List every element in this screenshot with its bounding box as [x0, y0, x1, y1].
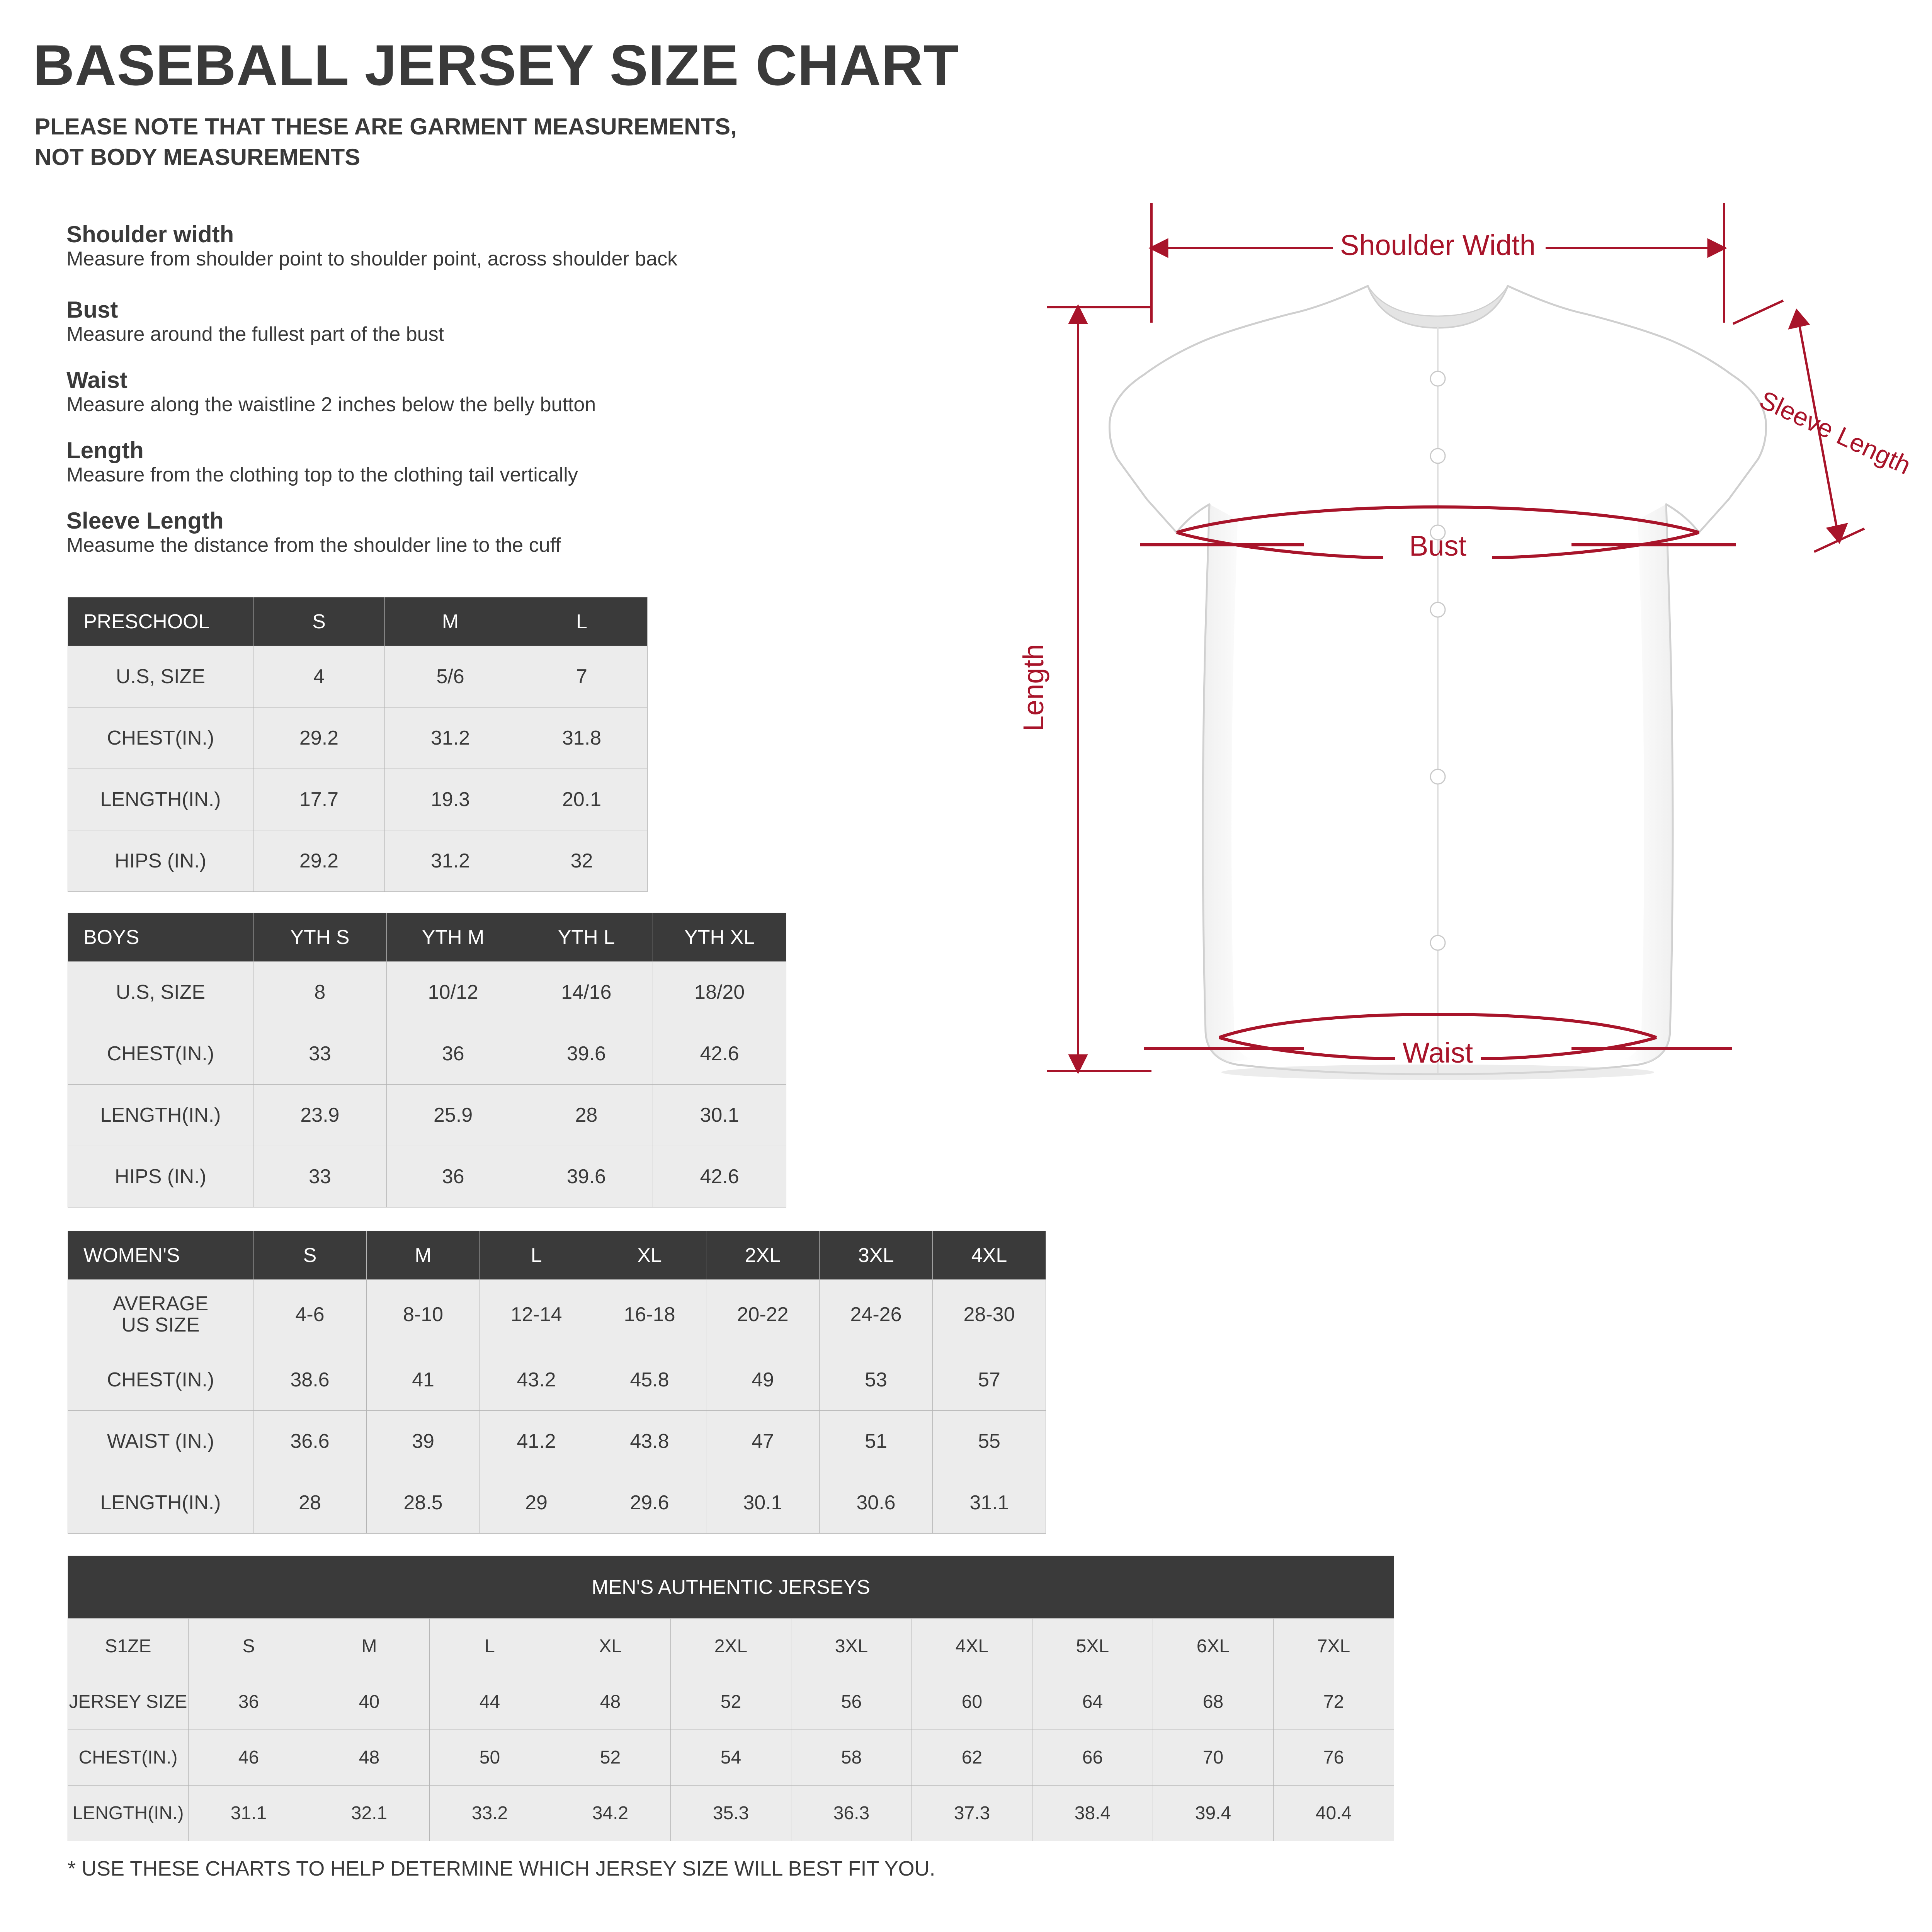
svg-text:Bust: Bust: [1409, 530, 1467, 562]
svg-text:Waist: Waist: [1403, 1037, 1473, 1069]
svg-text:Shoulder Width: Shoulder Width: [1340, 229, 1536, 261]
svg-text:Sleeve Length: Sleeve Length: [1755, 385, 1915, 480]
svg-text:Length: Length: [1017, 644, 1049, 731]
